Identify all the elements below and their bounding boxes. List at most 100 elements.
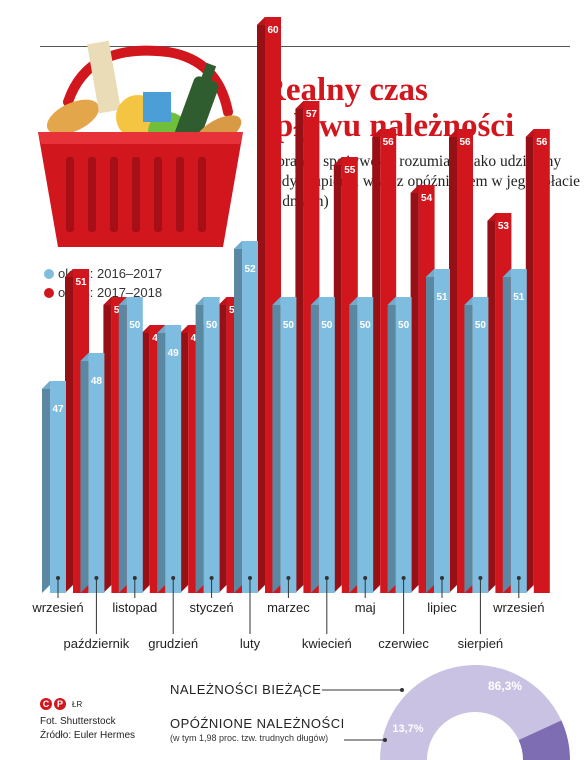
pie-leader-dot-0 — [400, 688, 404, 692]
bar-2017-6-side — [295, 101, 304, 593]
category-label-10: lipiec — [427, 600, 457, 615]
leader-dot-2 — [132, 576, 137, 580]
bar-2017-12 — [533, 129, 550, 593]
category-label-12: wrzesień — [492, 600, 544, 615]
value-label-2016-5: 52 — [244, 264, 256, 275]
bar-2017-4-side — [218, 297, 227, 593]
bar-2016-2 — [126, 297, 143, 593]
value-label-2017-6: 57 — [306, 109, 318, 120]
pie-slice-0 — [379, 664, 562, 760]
bar-2016-8 — [357, 297, 374, 593]
bar-2017-9-side — [410, 185, 419, 593]
category-label-1: październik — [64, 636, 130, 651]
pie-value-label-0: 86,3% — [488, 679, 522, 693]
bar-2017-1-side — [103, 297, 112, 593]
value-label-2017-0: 51 — [75, 277, 87, 288]
pie-value-label-1: 13,7% — [392, 723, 423, 735]
leader-dot-12 — [516, 576, 521, 580]
copyright-icon: C — [40, 698, 52, 710]
bar-2017-8-side — [372, 129, 381, 593]
leader-dot-7 — [324, 576, 329, 580]
title-line-1: Realny czas — [262, 72, 428, 108]
category-label-3: grudzień — [148, 636, 198, 651]
bar-2017-0-side — [65, 269, 73, 593]
leader-dot-0 — [56, 576, 60, 580]
shopping-basket-icon — [38, 40, 243, 247]
bar-2017-11-side — [487, 213, 496, 593]
pie-label-current: NALEŻNOŚCI BIEŻĄCE — [170, 682, 322, 697]
leader-dot-6 — [286, 576, 291, 580]
bar-2016-11-side — [464, 297, 473, 593]
leader-dot-3 — [171, 576, 176, 580]
value-label-2017-7: 55 — [344, 165, 356, 176]
bar-2017-12-side — [525, 129, 534, 593]
value-label-2016-6: 50 — [283, 320, 295, 331]
value-label-2016-8: 50 — [360, 320, 372, 331]
value-label-2016-1: 48 — [91, 376, 103, 387]
bar-2017-3-side — [180, 325, 189, 593]
value-label-2017-11: 53 — [498, 221, 510, 232]
category-label-6: marzec — [267, 600, 310, 615]
category-label-9: czerwiec — [378, 636, 429, 651]
leader-dot-5 — [248, 576, 252, 580]
bar-2016-7 — [318, 297, 335, 593]
copyright-marks: C P ŁR — [40, 698, 82, 710]
value-label-2017-8: 56 — [383, 137, 395, 148]
author-initials: ŁR — [72, 699, 83, 709]
leader-dot-9 — [401, 576, 406, 580]
bar-2017-10-side — [449, 129, 457, 593]
pie-note: (w tym 1,98 proc. tzw. trudnych długów) — [170, 733, 329, 743]
category-label-2: listopad — [112, 600, 157, 615]
value-label-2016-4: 50 — [206, 320, 218, 331]
leader-dot-4 — [209, 576, 214, 580]
bar-2016-8-side — [349, 297, 358, 593]
category-label-8: maj — [355, 600, 376, 615]
pie-leader-dot-1 — [383, 738, 387, 742]
leader-dot-10 — [440, 576, 444, 580]
value-label-2016-9: 50 — [398, 320, 410, 331]
value-label-2016-0: 47 — [52, 404, 64, 415]
value-label-2016-7: 50 — [321, 320, 333, 331]
bar-2016-4-side — [195, 297, 204, 593]
bar-2016-6 — [280, 297, 297, 593]
bar-2016-9-side — [387, 297, 396, 593]
value-label-2016-2: 50 — [129, 320, 141, 331]
bar-2016-10-side — [426, 269, 434, 593]
bar-2016-2-side — [118, 297, 127, 593]
legend-swatch-red — [44, 288, 54, 298]
category-label-7: kwiecień — [302, 636, 352, 651]
bar-2017-2-side — [141, 325, 150, 593]
top-rule — [40, 46, 570, 47]
bar-2016-4 — [203, 297, 220, 593]
leader-dot-8 — [363, 576, 368, 580]
bar-2017-5-side — [257, 17, 265, 593]
phonogram-icon: P — [54, 698, 66, 710]
value-label-2016-3: 49 — [168, 348, 180, 359]
leader-dot-11 — [478, 576, 483, 580]
value-label-2017-9: 54 — [421, 193, 433, 204]
bar-2016-5-side — [234, 241, 242, 593]
bar-2016-1 — [88, 353, 105, 593]
value-label-2016-10: 51 — [436, 292, 448, 303]
bar-2016-3 — [165, 325, 182, 593]
bar-2016-12-side — [502, 269, 511, 593]
bar-2016-1-side — [80, 353, 89, 593]
bar-2016-6-side — [272, 297, 281, 593]
bar-2016-5 — [242, 241, 258, 593]
value-label-2017-12: 56 — [536, 137, 548, 148]
pie-slice-1 — [518, 720, 570, 760]
value-label-2017-10: 56 — [459, 137, 471, 148]
value-label-2016-11: 50 — [475, 320, 487, 331]
category-label-5: luty — [240, 636, 261, 651]
value-label-2016-12: 51 — [513, 292, 525, 303]
bar-2016-0-side — [42, 381, 50, 593]
pie-label-overdue: OPÓŹNIONE NALEŻNOŚCI — [170, 716, 345, 731]
category-label-11: sierpień — [458, 636, 504, 651]
value-label-2017-5: 60 — [267, 25, 279, 36]
bar-2016-0 — [50, 381, 66, 593]
source-credit: Źródło: Euler Hermes — [40, 730, 136, 741]
bar-2016-3-side — [157, 325, 166, 593]
bar-2016-11 — [472, 297, 489, 593]
bar-2016-10 — [434, 269, 450, 593]
